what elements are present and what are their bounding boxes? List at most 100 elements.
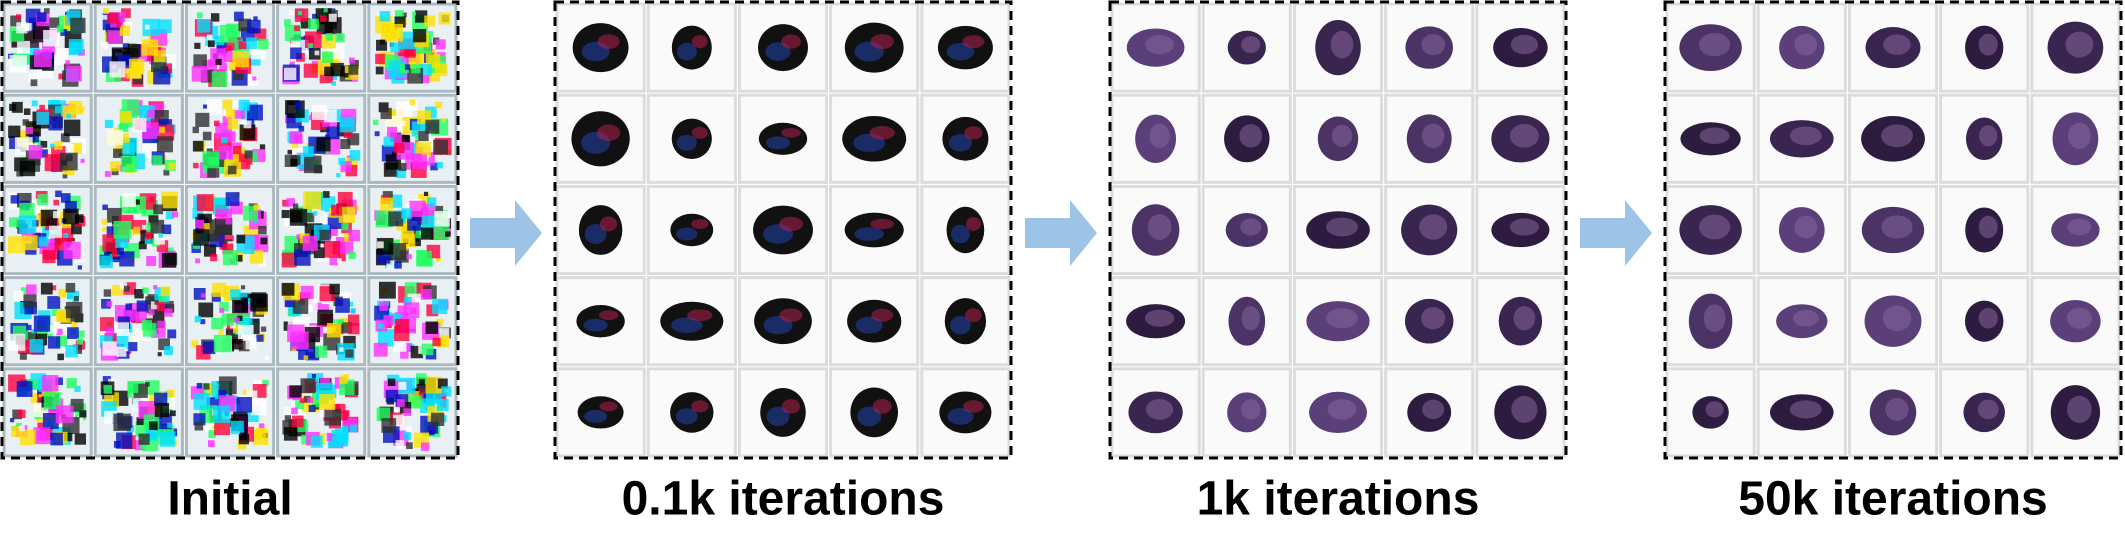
noise (110, 161, 121, 172)
noise (319, 394, 336, 411)
noise (338, 157, 346, 165)
noise (77, 415, 83, 421)
noise (145, 232, 153, 240)
noise (122, 133, 129, 140)
noise (100, 317, 115, 332)
noise (132, 118, 147, 133)
noise (238, 99, 250, 111)
noise (103, 8, 109, 14)
blob-tint (1698, 32, 1731, 57)
blob-tint (1239, 124, 1263, 148)
noise (153, 204, 164, 215)
noise (402, 12, 407, 18)
noise (29, 339, 44, 353)
noise (42, 375, 59, 392)
noise (300, 285, 314, 299)
noise (256, 334, 264, 342)
noise (213, 334, 232, 353)
blob-tint (1326, 308, 1358, 329)
noise (375, 53, 386, 65)
noise (260, 237, 268, 245)
blob-tint (781, 127, 801, 138)
tile (1201, 2, 1292, 93)
noise (67, 327, 79, 339)
noise (120, 156, 137, 173)
noise (312, 211, 318, 216)
noise (48, 17, 60, 28)
noise (435, 39, 446, 50)
noise (192, 126, 199, 134)
noise (419, 64, 432, 76)
blob-tint (599, 216, 618, 232)
noise (58, 73, 65, 80)
blob-tint (1979, 125, 1998, 147)
blob-tint (869, 125, 895, 140)
blob-tint (1421, 123, 1445, 149)
noise (427, 197, 437, 207)
blob-tint (1241, 36, 1261, 54)
noise (19, 160, 36, 177)
noise (319, 229, 330, 240)
noise (65, 60, 71, 65)
noise (245, 390, 258, 402)
noise (251, 292, 267, 308)
tile (1756, 276, 1847, 367)
noise (343, 73, 349, 78)
noise (206, 34, 213, 41)
noise (232, 100, 243, 111)
blob-tint (1513, 306, 1536, 331)
noise (59, 152, 78, 171)
noise (79, 410, 87, 418)
blob-tint (687, 309, 713, 322)
noise (65, 301, 83, 319)
blob-tint (872, 398, 892, 414)
noise (412, 11, 417, 16)
noise (324, 109, 337, 123)
noise (51, 308, 60, 317)
noise (435, 205, 444, 214)
noise (222, 99, 233, 110)
blob-tint (950, 315, 971, 335)
noise (383, 136, 394, 147)
noise (43, 30, 60, 47)
sample-grid (1663, 0, 2123, 460)
noise (210, 254, 218, 262)
blob-tint (766, 406, 790, 427)
blob-tint (1510, 34, 1539, 55)
noise (342, 425, 348, 432)
noise (218, 376, 237, 395)
noise (208, 59, 216, 67)
noise (400, 120, 406, 127)
noise (425, 321, 438, 334)
noise (300, 18, 311, 29)
blob-tint (1147, 214, 1172, 240)
noise (398, 381, 407, 390)
noise (74, 433, 87, 445)
noise (50, 432, 63, 446)
noise (63, 432, 73, 442)
noise (111, 168, 119, 176)
noise (258, 38, 269, 50)
blob-tint (950, 224, 970, 244)
noise (193, 162, 199, 169)
blob-tint (691, 400, 709, 413)
blob-tint (962, 400, 984, 413)
noise (122, 142, 136, 156)
noise (433, 139, 449, 155)
noise (60, 193, 71, 203)
noise (420, 289, 432, 300)
noise (74, 214, 84, 223)
noise (379, 11, 391, 22)
noise (283, 407, 294, 417)
noise (30, 79, 38, 87)
panel-label: 0.1k iterations (622, 473, 945, 526)
noise (55, 405, 74, 424)
noise (172, 211, 179, 218)
noise (409, 200, 427, 218)
noise (191, 340, 199, 348)
noise (399, 401, 412, 414)
noise (238, 41, 247, 50)
noise (324, 66, 334, 77)
noise (211, 317, 223, 330)
noise (281, 252, 297, 268)
